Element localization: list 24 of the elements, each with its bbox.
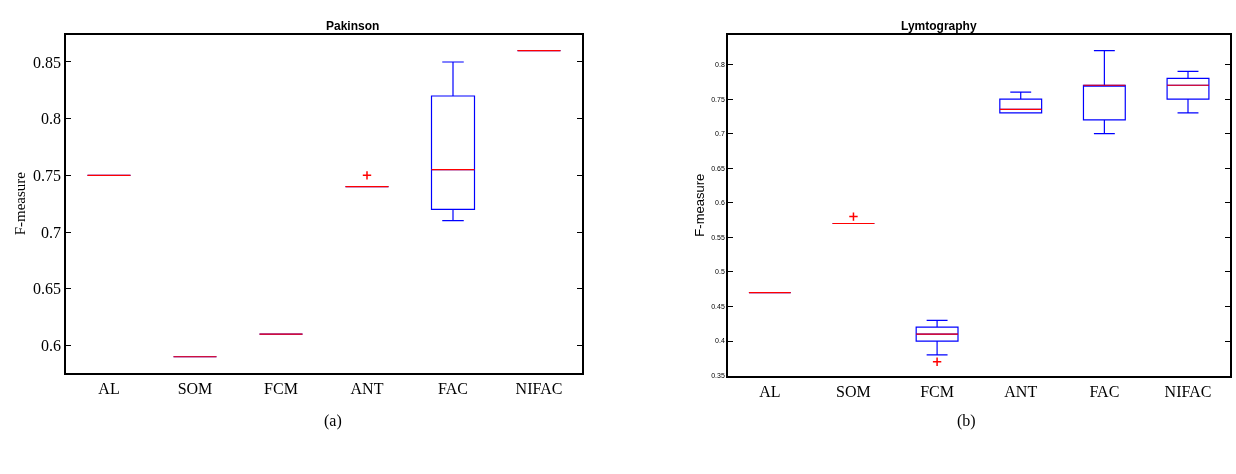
x-tick-label: NIFAC: [1164, 382, 1212, 400]
chart-title: Pakinson: [326, 19, 380, 33]
x-tick-label: ANT: [350, 379, 384, 397]
text: (b): [957, 412, 976, 430]
y-tick-label: 0.6: [41, 337, 62, 355]
x-tick-label: NIFAC: [515, 379, 563, 397]
x-tick-label: FCM: [264, 379, 298, 397]
y-tick-label: 0.8: [41, 110, 62, 128]
x-tick-label: ANT: [1004, 382, 1038, 400]
x-tick-label: FAC: [438, 379, 468, 397]
x-tick-label: AL: [98, 379, 120, 397]
y-tick-label: 0.7: [41, 223, 62, 241]
y-axis-title: F-measure: [691, 173, 707, 237]
y-tick-label: 0.75: [33, 166, 62, 184]
x-tick-label: AL: [759, 382, 781, 400]
x-tick-label: FAC: [1089, 382, 1120, 400]
y-tick-label: 0.65: [33, 280, 62, 298]
y-tick-label: 0.85: [33, 53, 62, 71]
y-axis-title: F-measure: [11, 171, 28, 236]
x-tick-label: SOM: [177, 379, 213, 397]
x-tick-label: SOM: [836, 382, 871, 400]
x-tick-label: FCM: [920, 382, 954, 400]
text: (a): [324, 412, 342, 430]
chart-title: Lymtography: [901, 19, 977, 33]
